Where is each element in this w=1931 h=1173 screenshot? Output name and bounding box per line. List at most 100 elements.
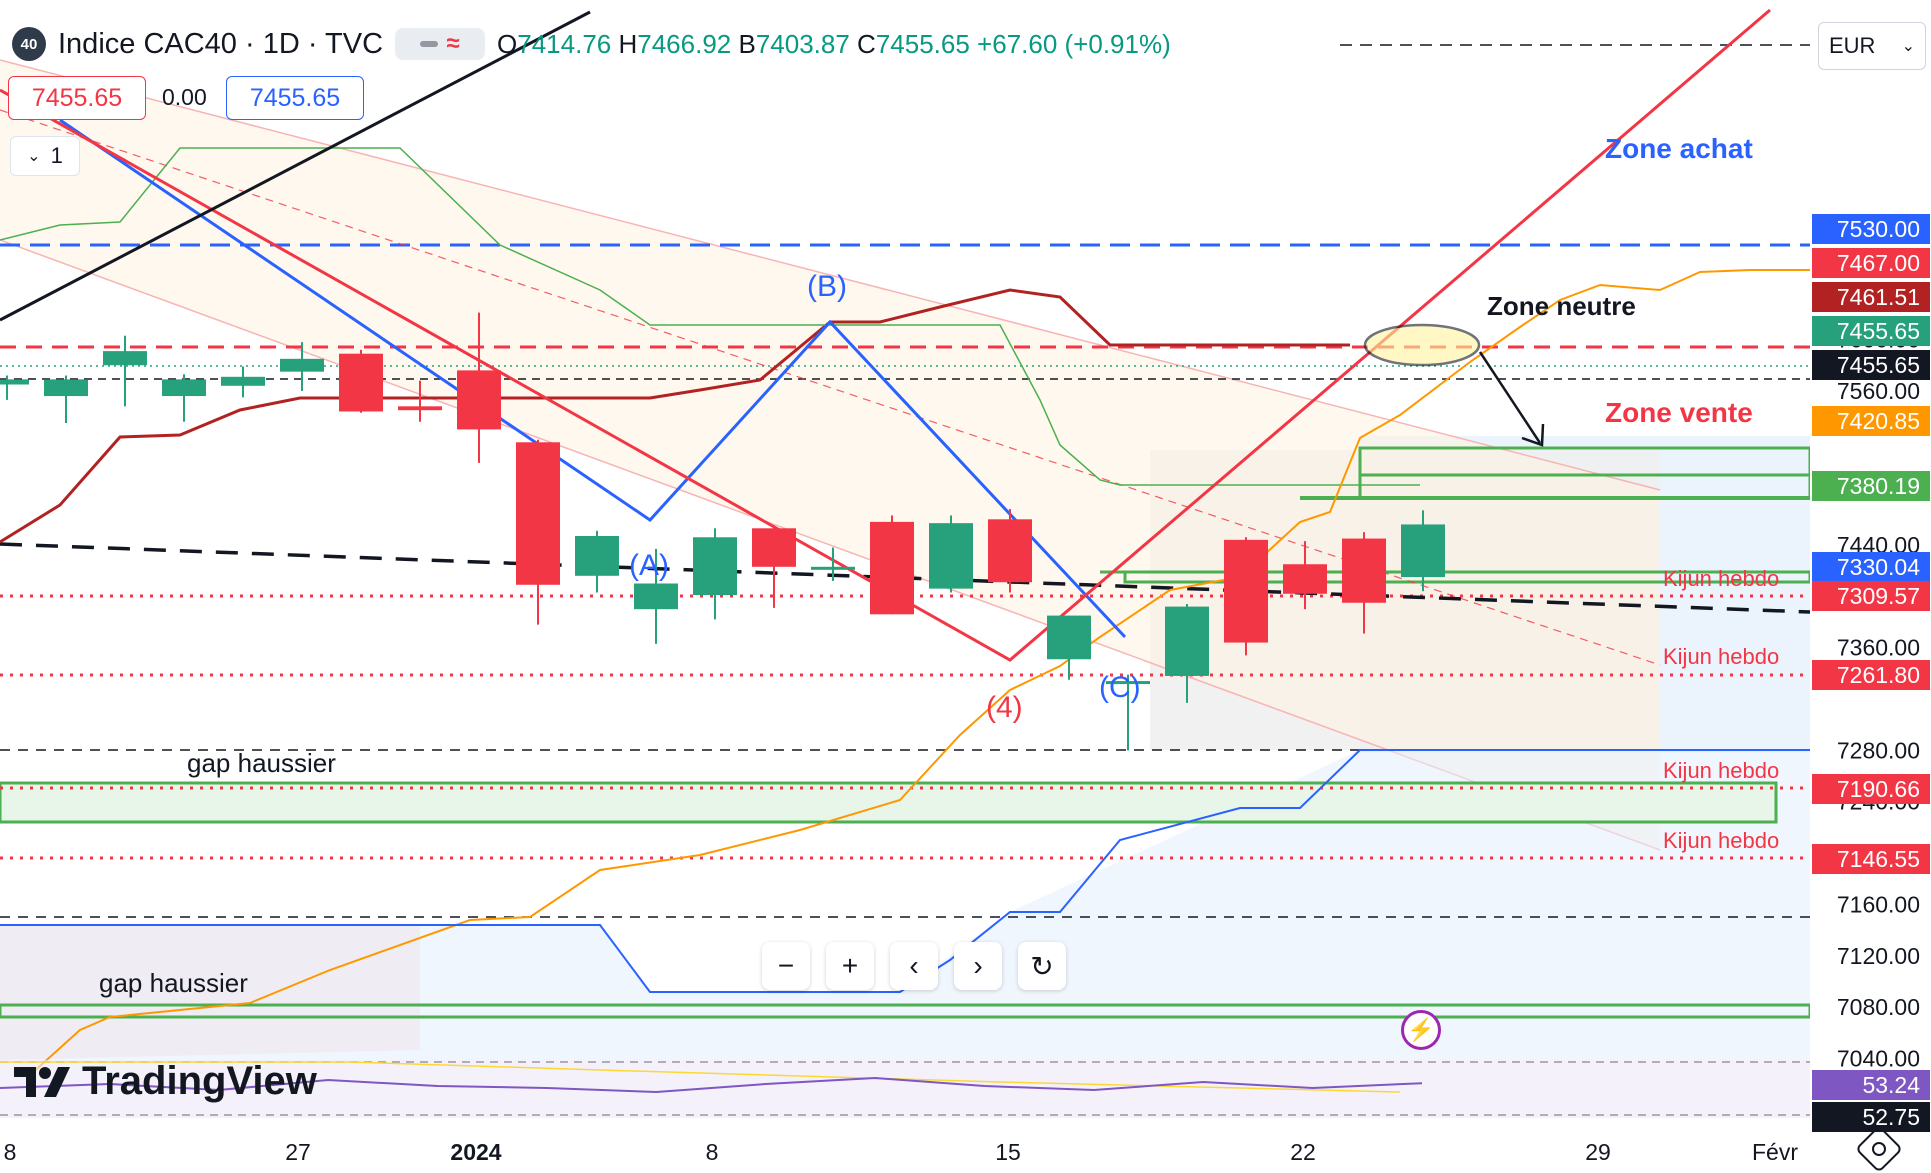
price-label: 7461.51 — [1837, 284, 1920, 310]
red-trend-line — [0, 8, 1771, 662]
candle-body — [339, 353, 383, 412]
gap-label: gap haussier — [187, 748, 336, 778]
candle-body — [870, 521, 914, 615]
tenkan-sen-line — [0, 147, 1420, 486]
zone-neutre-ellipse — [1363, 323, 1481, 367]
kijun-hebdo-label: Kijun hebdo — [1663, 644, 1779, 669]
kijun-sen-line — [0, 288, 1350, 544]
buy-button[interactable]: 7455.65 — [226, 76, 364, 120]
reset-chart-button[interactable]: ↻ — [1018, 942, 1066, 990]
time-tick-label: 15 — [995, 1139, 1021, 1165]
candle-body — [103, 351, 147, 366]
price-tick-label: 7160.00 — [1837, 891, 1920, 917]
channel-upper-line — [0, 59, 1661, 491]
time-tick-label: 2024 — [450, 1139, 501, 1165]
change-readout: +67.60 (+0.91%) — [977, 28, 1171, 59]
senkou-line — [29, 269, 1810, 1076]
chevron-down-icon: ⌄ — [27, 148, 41, 165]
kijun-hebdo-label: Kijun hebdo — [1663, 758, 1779, 783]
time-tick-label: 22 — [1290, 1139, 1316, 1165]
symbol-header: 40 Indice CAC40 · 1D · TVC ≈ O7414.76 H7… — [12, 22, 1171, 66]
price-tick-label: 7040.00 — [1837, 1046, 1920, 1072]
candle-body — [1224, 539, 1268, 643]
price-tick-label: 7560.00 — [1837, 378, 1920, 404]
candle-body — [398, 406, 442, 411]
minus-icon — [420, 41, 439, 47]
price-label: 7261.80 — [1837, 662, 1920, 688]
zone-achat-label: Zone achat — [1605, 133, 1753, 164]
price-label: 7455.65 — [1837, 352, 1920, 378]
candle-body — [1106, 681, 1150, 685]
price-label: 7309.57 — [1837, 583, 1920, 609]
lightning-icon[interactable]: ⚡ — [1401, 1010, 1441, 1050]
candle-body — [575, 535, 619, 576]
elliott-wave-line — [59, 118, 1127, 639]
price-label: 7467.00 — [1837, 250, 1920, 276]
price-label-box — [1812, 282, 1930, 312]
indicators-collapse-button[interactable]: ⌄ 1 — [10, 136, 80, 176]
chart-style-toggle[interactable]: ≈ — [395, 28, 486, 60]
candle-body — [44, 379, 88, 397]
price-tick-label: 7120.00 — [1837, 943, 1920, 969]
symbol-title[interactable]: Indice CAC40 · 1D · TVC — [58, 27, 384, 60]
tradingview-logo: TradingView — [14, 1056, 317, 1106]
price-tick-label: 7080.00 — [1837, 994, 1920, 1020]
scroll-left-button[interactable]: ‹ — [890, 942, 938, 990]
price-label: 7330.04 — [1837, 554, 1920, 580]
zone-neutre-label: Zone neutre — [1487, 291, 1636, 321]
green-zone-box — [0, 781, 1778, 824]
price-label-box — [1812, 1070, 1930, 1100]
sell-button[interactable]: 7455.65 — [8, 76, 146, 120]
green-zone-box — [1123, 570, 1810, 584]
wave-icon: ≈ — [446, 30, 460, 57]
price-label-box — [1812, 660, 1930, 690]
time-tick-label: 8 — [4, 1139, 17, 1165]
arrow-head — [1521, 423, 1545, 447]
time-axis — [0, 1130, 1810, 1168]
price-label-box — [1812, 552, 1930, 582]
candle-body — [988, 519, 1032, 583]
kijun-hebdo-label: Kijun hebdo — [1663, 828, 1779, 853]
candle-body — [162, 379, 206, 397]
candle-body — [1342, 538, 1386, 603]
chart-nav-toolbar: − + ‹ › ↻ — [762, 942, 1066, 990]
candle-body — [221, 376, 265, 386]
rsi-ma-line — [0, 1061, 1401, 1093]
price-label: 7190.66 — [1837, 776, 1920, 802]
price-label-box — [1812, 248, 1930, 278]
green-zone-box — [0, 1003, 1810, 1019]
price-label-box — [1812, 350, 1930, 380]
candle-body — [1283, 564, 1327, 594]
candle-body — [634, 583, 678, 610]
price-label: 7420.85 — [1837, 408, 1920, 434]
currency-selector[interactable]: EUR ⌄ — [1818, 22, 1926, 70]
descending-channel-fill — [0, 60, 1660, 850]
price-label-box — [1812, 1102, 1930, 1132]
candle-body — [0, 379, 29, 385]
candle-body — [1401, 524, 1445, 578]
price-label: 7146.55 — [1837, 846, 1920, 872]
black-trend-line — [0, 10, 591, 322]
senkou-b-line — [0, 749, 1810, 993]
scroll-right-button[interactable]: › — [954, 942, 1002, 990]
spread-value: 0.00 — [162, 83, 207, 110]
ohlc-readout: O7414.76 H7466.92 B7403.87 C7455.65 +67.… — [497, 28, 1171, 59]
wave-c-label: (C) — [1099, 671, 1141, 704]
price-label: 53.24 — [1862, 1072, 1920, 1098]
kumo-lower-region — [0, 750, 1810, 1060]
wave-4-label: (4) — [986, 691, 1023, 724]
symbol-logo-icon: 40 — [12, 27, 46, 61]
wave-b-label: (B) — [807, 270, 847, 303]
time-tick-label: 8 — [706, 1139, 719, 1165]
gap-label: gap haussier — [99, 968, 248, 998]
candle-body — [693, 537, 737, 596]
time-tick-label: 27 — [285, 1139, 311, 1165]
wave-a-label: (A) — [629, 549, 669, 582]
price-label-box — [1812, 406, 1930, 436]
price-label-box — [1812, 214, 1930, 244]
rsi-line — [0, 1076, 1423, 1094]
zoom-out-button[interactable]: − — [762, 942, 810, 990]
time-tick-label: 29 — [1585, 1139, 1611, 1165]
zoom-in-button[interactable]: + — [826, 942, 874, 990]
